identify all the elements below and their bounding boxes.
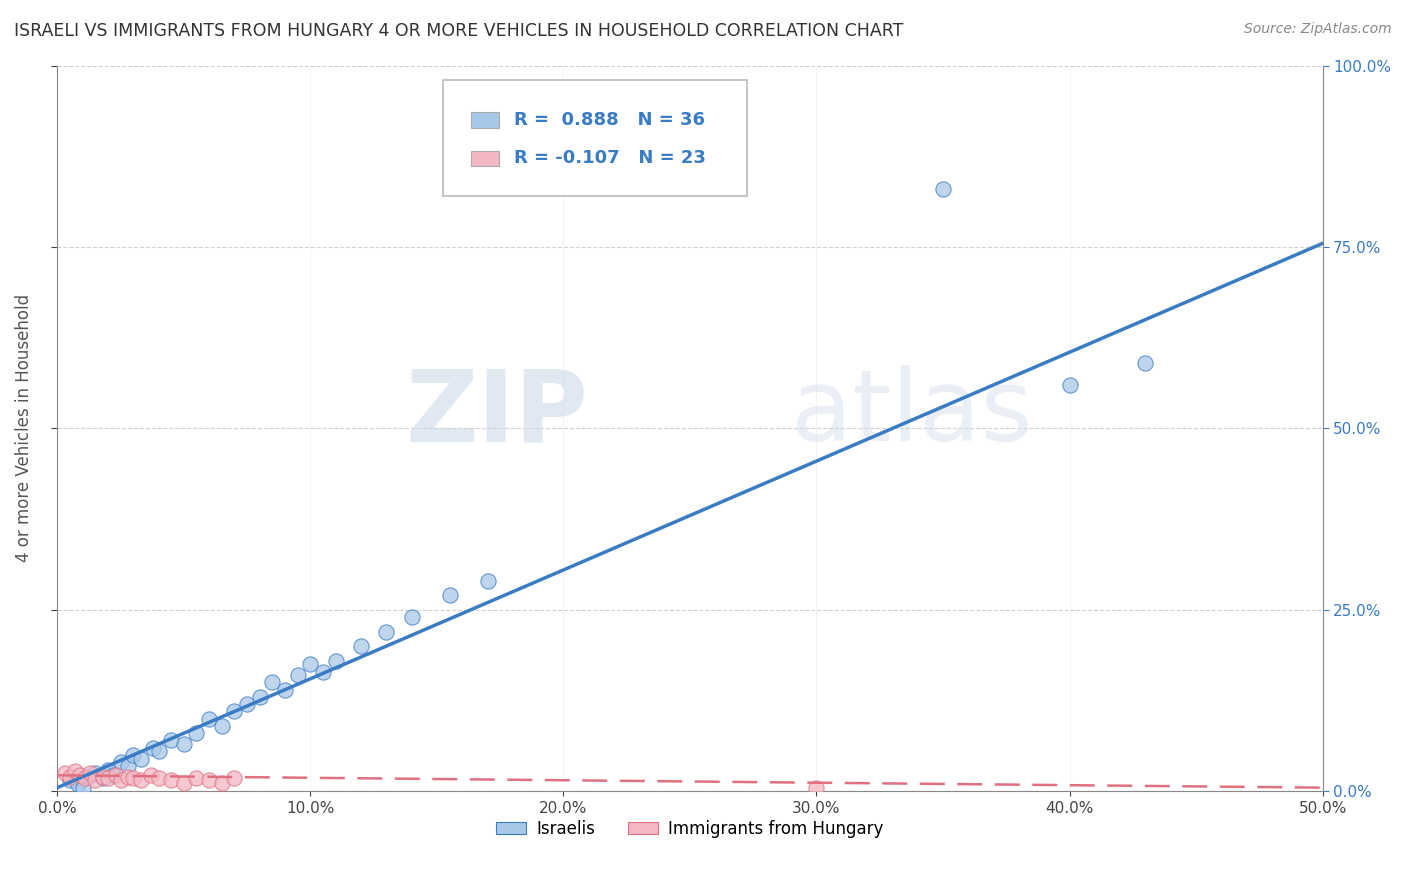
Point	[59, 773, 82, 788]
Point	[63, 764, 86, 778]
Point	[110, 772, 132, 787]
Point	[76, 770, 98, 784]
Point	[249, 690, 271, 704]
Point	[122, 771, 145, 785]
Point	[97, 763, 120, 777]
Point	[59, 770, 82, 784]
Point	[160, 773, 183, 788]
Text: ISRAELI VS IMMIGRANTS FROM HUNGARY 4 OR MORE VEHICLES IN HOUSEHOLD CORRELATION C: ISRAELI VS IMMIGRANTS FROM HUNGARY 4 OR …	[14, 22, 904, 40]
Text: R = -0.107   N = 23: R = -0.107 N = 23	[515, 150, 706, 168]
Point	[84, 766, 107, 780]
Point	[84, 773, 107, 788]
Point	[129, 773, 152, 788]
Text: atlas: atlas	[792, 366, 1033, 462]
FancyBboxPatch shape	[443, 80, 747, 196]
Point	[91, 771, 114, 785]
Point	[224, 771, 246, 785]
Text: Source: ZipAtlas.com: Source: ZipAtlas.com	[1244, 22, 1392, 37]
Point	[142, 740, 165, 755]
Point	[439, 588, 461, 602]
Point	[173, 775, 195, 789]
Point	[224, 705, 246, 719]
Point	[117, 759, 139, 773]
Point	[198, 773, 221, 788]
Point	[104, 768, 127, 782]
Text: R =  0.888   N = 36: R = 0.888 N = 36	[515, 111, 704, 129]
Point	[1059, 377, 1081, 392]
Point	[312, 665, 335, 679]
Point	[325, 654, 347, 668]
Point	[69, 768, 91, 782]
Point	[198, 712, 221, 726]
Point	[53, 766, 76, 780]
Point	[72, 780, 94, 795]
Point	[236, 697, 259, 711]
Point	[101, 768, 124, 782]
Point	[91, 770, 114, 784]
Point	[173, 737, 195, 751]
FancyBboxPatch shape	[471, 112, 499, 128]
Point	[211, 719, 233, 733]
Point	[79, 766, 101, 780]
Point	[139, 768, 162, 782]
Point	[160, 733, 183, 747]
FancyBboxPatch shape	[471, 151, 499, 167]
Point	[148, 771, 170, 785]
Point	[299, 657, 322, 672]
Y-axis label: 4 or more Vehicles in Household: 4 or more Vehicles in Household	[15, 294, 32, 563]
Point	[375, 624, 398, 639]
Point	[129, 751, 152, 765]
Point	[117, 770, 139, 784]
Point	[477, 574, 499, 588]
Point	[932, 182, 955, 196]
Point	[806, 781, 828, 796]
Legend: Israelis, Immigrants from Hungary: Israelis, Immigrants from Hungary	[489, 814, 890, 845]
Point	[287, 668, 309, 682]
Point	[350, 639, 373, 653]
Point	[1135, 356, 1157, 370]
Point	[262, 675, 284, 690]
Point	[211, 775, 233, 789]
Point	[148, 744, 170, 758]
Point	[110, 756, 132, 770]
Point	[66, 777, 89, 791]
Point	[97, 771, 120, 785]
Point	[274, 682, 297, 697]
Point	[186, 771, 208, 785]
Point	[75, 771, 97, 785]
Text: ZIP: ZIP	[406, 366, 589, 462]
Point	[401, 610, 423, 624]
Point	[186, 726, 208, 740]
Point	[122, 747, 145, 762]
